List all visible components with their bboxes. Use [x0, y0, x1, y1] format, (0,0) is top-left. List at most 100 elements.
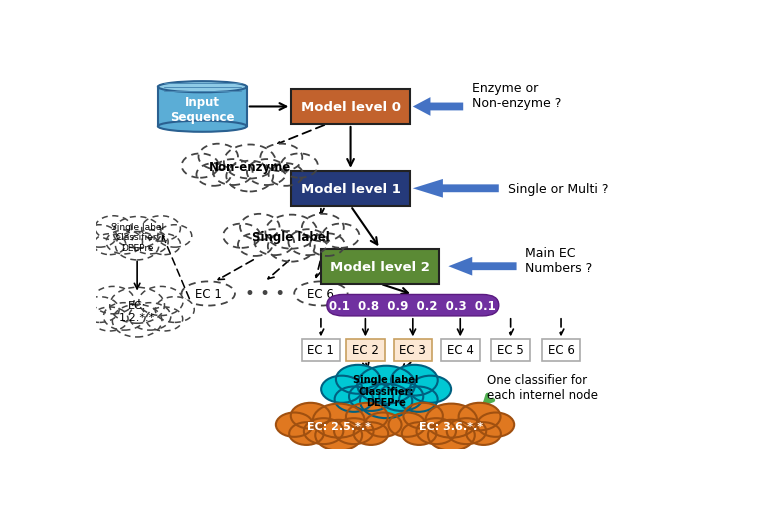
Circle shape: [247, 160, 286, 186]
Text: Single label: Single label: [252, 231, 330, 244]
Circle shape: [240, 215, 279, 240]
Text: EC 5: EC 5: [497, 344, 524, 357]
Polygon shape: [413, 180, 499, 198]
Circle shape: [402, 422, 436, 445]
FancyBboxPatch shape: [291, 90, 410, 125]
Circle shape: [129, 303, 171, 330]
Circle shape: [321, 376, 363, 403]
Text: EC 1: EC 1: [195, 287, 222, 300]
Text: EC 2: EC 2: [352, 344, 379, 357]
Circle shape: [353, 422, 388, 445]
Text: One classifier for
each internel node: One classifier for each internel node: [487, 373, 598, 401]
Ellipse shape: [158, 82, 247, 93]
Circle shape: [428, 420, 475, 450]
Circle shape: [315, 420, 362, 450]
Circle shape: [389, 413, 425, 437]
Circle shape: [142, 216, 181, 242]
Circle shape: [94, 234, 125, 255]
Ellipse shape: [181, 282, 235, 306]
Circle shape: [288, 230, 328, 256]
Circle shape: [447, 418, 487, 444]
FancyBboxPatch shape: [291, 171, 410, 207]
Circle shape: [197, 164, 231, 186]
Text: EC:
1.2.*.*: EC: 1.2.*.*: [119, 300, 155, 322]
Ellipse shape: [158, 121, 247, 132]
Circle shape: [265, 215, 317, 249]
Circle shape: [313, 404, 365, 438]
Circle shape: [92, 308, 128, 331]
Text: EC 3: EC 3: [399, 344, 426, 357]
FancyBboxPatch shape: [491, 339, 530, 361]
Circle shape: [346, 403, 388, 430]
Circle shape: [213, 160, 252, 186]
Text: Input
Sequence: Input Sequence: [170, 96, 235, 124]
Text: EC 6: EC 6: [548, 344, 575, 357]
Circle shape: [83, 225, 116, 247]
FancyBboxPatch shape: [346, 339, 385, 361]
Circle shape: [276, 413, 313, 437]
Circle shape: [304, 418, 343, 444]
Circle shape: [425, 404, 477, 438]
Circle shape: [458, 403, 500, 430]
FancyBboxPatch shape: [158, 87, 247, 127]
Circle shape: [146, 308, 183, 331]
Circle shape: [379, 382, 423, 411]
Circle shape: [289, 422, 324, 445]
Circle shape: [112, 305, 162, 337]
Circle shape: [360, 384, 412, 418]
Text: Non-enzyme: Non-enzyme: [209, 161, 291, 174]
Polygon shape: [413, 98, 463, 117]
Text: EC 6: EC 6: [308, 287, 334, 300]
Circle shape: [95, 216, 132, 240]
Polygon shape: [448, 258, 516, 276]
Circle shape: [158, 225, 192, 247]
Circle shape: [109, 288, 164, 324]
Circle shape: [322, 224, 360, 248]
Circle shape: [238, 234, 272, 257]
Circle shape: [410, 376, 451, 403]
Circle shape: [281, 154, 317, 178]
Circle shape: [365, 413, 402, 437]
Circle shape: [93, 287, 134, 314]
Circle shape: [269, 164, 303, 186]
Text: Model level 2: Model level 2: [330, 260, 430, 273]
Text: EC: 2.5.*.*: EC: 2.5.*.*: [307, 421, 371, 431]
Circle shape: [132, 230, 168, 255]
FancyBboxPatch shape: [301, 339, 340, 361]
Circle shape: [106, 230, 142, 255]
Circle shape: [357, 366, 415, 404]
Text: 0.1  0.8  0.9  0.2  0.3  0.1: 0.1 0.8 0.9 0.2 0.3 0.1: [330, 299, 496, 312]
Circle shape: [223, 224, 260, 248]
Text: EC: 3.6.*.*: EC: 3.6.*.*: [419, 421, 483, 431]
FancyBboxPatch shape: [321, 249, 439, 284]
Circle shape: [155, 297, 194, 323]
Circle shape: [103, 303, 145, 330]
Text: EC 1: EC 1: [308, 344, 334, 357]
Text: Enzyme or
Non-enzyme ?: Enzyme or Non-enzyme ?: [472, 82, 562, 110]
Circle shape: [310, 234, 344, 257]
Circle shape: [416, 418, 456, 444]
Circle shape: [477, 413, 514, 437]
Text: Main EC
Numbers ?: Main EC Numbers ?: [526, 247, 593, 275]
Text: • • •: • • •: [245, 285, 285, 303]
Circle shape: [139, 287, 183, 316]
Ellipse shape: [295, 282, 347, 306]
Circle shape: [467, 422, 501, 445]
Circle shape: [349, 382, 393, 411]
Circle shape: [80, 297, 119, 323]
Circle shape: [403, 403, 443, 429]
Circle shape: [148, 234, 181, 255]
Text: Model level 0: Model level 0: [301, 101, 401, 114]
Circle shape: [182, 154, 219, 178]
FancyBboxPatch shape: [393, 339, 432, 361]
Circle shape: [399, 387, 438, 412]
FancyBboxPatch shape: [542, 339, 581, 361]
Text: Single label
Classifier:
DEEPre: Single label Classifier: DEEPre: [111, 223, 164, 252]
Circle shape: [291, 403, 330, 429]
Circle shape: [336, 365, 380, 394]
Circle shape: [334, 418, 373, 444]
Circle shape: [268, 231, 314, 262]
Text: EC 4: EC 4: [447, 344, 474, 357]
Text: Model level 1: Model level 1: [301, 182, 401, 195]
Circle shape: [198, 144, 238, 170]
